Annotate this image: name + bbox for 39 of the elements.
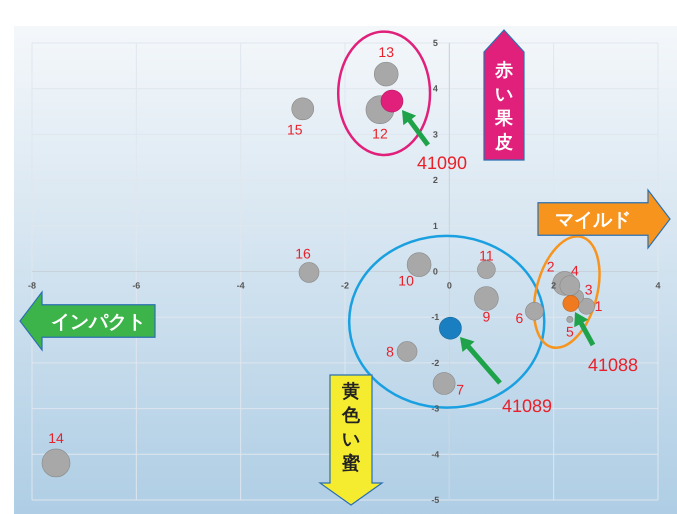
- annotation: マイルド: [555, 210, 631, 231]
- annotation: 41089: [502, 396, 552, 416]
- y-tick-label: -5: [431, 495, 440, 505]
- y-tick-label: -1: [431, 312, 440, 322]
- y-tick-label: 4: [432, 84, 438, 94]
- x-tick-label: -8: [28, 280, 36, 290]
- annotation: 7: [456, 381, 464, 398]
- annotation: 11: [479, 248, 494, 264]
- annotation: 15: [286, 122, 303, 138]
- annotation: 41090: [416, 153, 468, 173]
- y-tick-label: 2: [432, 175, 438, 186]
- annotation: 16: [295, 245, 311, 262]
- annotation: 赤い果皮: [494, 60, 514, 152]
- x-tick-label: -2: [340, 280, 350, 290]
- y-tick-label: 0: [432, 266, 438, 276]
- annotation: 10: [398, 272, 414, 289]
- annotation: 41088: [588, 355, 638, 375]
- x-tick-label: -4: [236, 280, 245, 290]
- annotation: 4: [570, 262, 579, 279]
- x-tick-label: 4: [655, 280, 661, 290]
- y-tick-label: 1: [432, 220, 438, 231]
- annotation: 3: [584, 282, 593, 298]
- annotation: 9: [482, 308, 490, 324]
- annotation: 5: [566, 323, 574, 340]
- annotation: 14: [48, 430, 64, 446]
- annotation: 6: [515, 310, 524, 326]
- annotation: 13: [378, 44, 394, 60]
- annotation: 黄色い蜜: [341, 381, 361, 473]
- y-tick-label: -2: [431, 358, 440, 368]
- annotation: 1: [594, 298, 603, 314]
- annotation: 12: [372, 126, 388, 142]
- y-tick-label: -4: [431, 449, 440, 460]
- x-tick-label: -6: [132, 280, 140, 290]
- annotation: インパクト: [51, 312, 146, 333]
- annotation: 8: [386, 343, 394, 360]
- x-tick-label: 0: [446, 280, 452, 290]
- annotation: 2: [546, 258, 555, 274]
- y-tick-label: 3: [432, 129, 438, 140]
- y-tick-label: 5: [432, 38, 438, 48]
